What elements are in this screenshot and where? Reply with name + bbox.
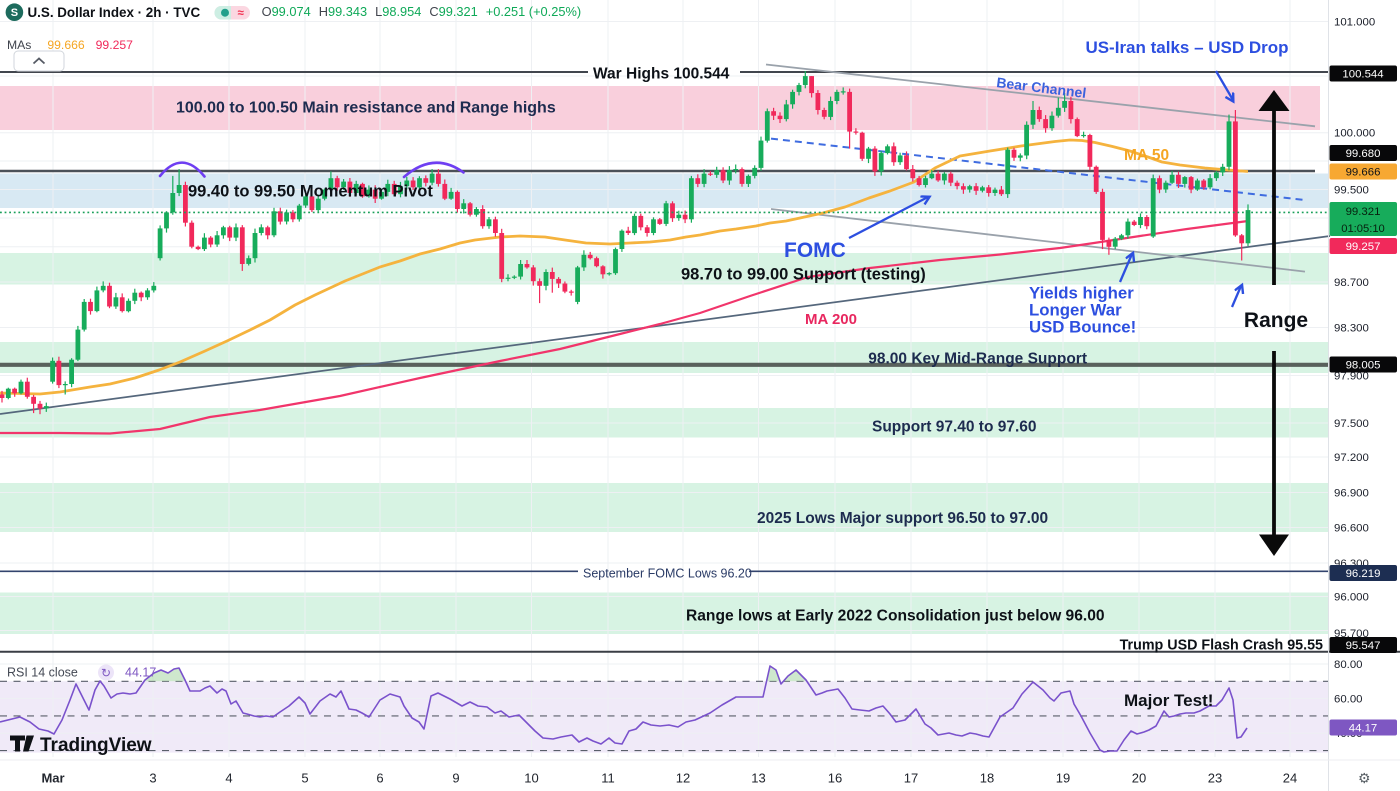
svg-text:2025 Lows Major support 96.50: 2025 Lows Major support 96.50 to 97.00 xyxy=(757,510,1048,527)
svg-text:97.900: 97.900 xyxy=(1334,371,1369,383)
svg-text:RSI 14 close: RSI 14 close xyxy=(7,666,78,680)
svg-text:100.000: 100.000 xyxy=(1334,128,1375,140)
svg-text:23: 23 xyxy=(1208,771,1222,786)
svg-text:60.00: 60.00 xyxy=(1334,694,1363,706)
svg-text:16: 16 xyxy=(828,771,842,786)
svg-text:≈: ≈ xyxy=(238,8,245,20)
svg-text:5: 5 xyxy=(301,771,308,786)
svg-text:War Highs 100.544: War Highs 100.544 xyxy=(593,66,730,83)
svg-text:99.666: 99.666 xyxy=(1346,167,1381,179)
svg-text:19: 19 xyxy=(1056,771,1070,786)
svg-text:97.200: 97.200 xyxy=(1334,452,1369,464)
svg-text:100.00 to 100.50 Main resistan: 100.00 to 100.50 Main resistance and Ran… xyxy=(176,100,556,117)
svg-text:99.680: 99.680 xyxy=(1346,148,1381,160)
svg-text:99.500: 99.500 xyxy=(1334,185,1369,197)
svg-text:MA 50: MA 50 xyxy=(1124,147,1169,164)
svg-text:3: 3 xyxy=(149,771,156,786)
svg-text:01:05:10: 01:05:10 xyxy=(1341,223,1385,235)
svg-text:TradingView: TradingView xyxy=(40,735,152,756)
svg-text:98.005: 98.005 xyxy=(1346,360,1381,372)
svg-text:99.321: 99.321 xyxy=(1346,206,1381,218)
svg-text:96.900: 96.900 xyxy=(1334,488,1369,500)
svg-text:9: 9 xyxy=(452,771,459,786)
svg-text:98.300: 98.300 xyxy=(1334,323,1369,335)
svg-text:20: 20 xyxy=(1132,771,1146,786)
svg-text:96.219: 96.219 xyxy=(1346,568,1381,580)
svg-text:44.17: 44.17 xyxy=(1349,723,1378,735)
svg-text:99.40 to 99.50 Momentum Pivot: 99.40 to 99.50 Momentum Pivot xyxy=(188,183,433,201)
svg-text:US-Iran talks – USD Drop: US-Iran talks – USD Drop xyxy=(1085,38,1288,57)
svg-text:13: 13 xyxy=(751,771,765,786)
svg-text:96.000: 96.000 xyxy=(1334,592,1369,604)
svg-text:6: 6 xyxy=(376,771,383,786)
svg-text:97.500: 97.500 xyxy=(1334,418,1369,430)
svg-text:101.000: 101.000 xyxy=(1334,17,1375,29)
svg-text:98.00 Key Mid-Range Support: 98.00 Key Mid-Range Support xyxy=(868,351,1087,368)
svg-text:99.257: 99.257 xyxy=(1346,241,1381,253)
svg-text:Range: Range xyxy=(1244,309,1308,332)
svg-text:Mar: Mar xyxy=(41,771,64,786)
svg-text:S: S xyxy=(11,7,18,19)
svg-text:Support 97.40 to 97.60: Support 97.40 to 97.60 xyxy=(872,419,1037,436)
svg-text:18: 18 xyxy=(980,771,994,786)
svg-text:Trump USD Flash Crash 95.55: Trump USD Flash Crash 95.55 xyxy=(1120,638,1323,654)
svg-text:4: 4 xyxy=(225,771,232,786)
svg-text:95.547: 95.547 xyxy=(1346,640,1381,652)
svg-text:80.00: 80.00 xyxy=(1334,659,1363,671)
svg-text:Major Test!: Major Test! xyxy=(1124,691,1213,710)
svg-text:24: 24 xyxy=(1283,771,1297,786)
svg-text:100.544: 100.544 xyxy=(1342,69,1383,81)
svg-text:↻: ↻ xyxy=(101,666,111,680)
svg-text:MA 200: MA 200 xyxy=(805,311,857,328)
svg-text:FOMC: FOMC xyxy=(784,239,846,262)
svg-text:12: 12 xyxy=(676,771,690,786)
svg-text:Range lows at Early 2022 Conso: Range lows at Early 2022 Consolidation j… xyxy=(686,608,1105,625)
svg-text:98.70 to 99.00 Support (testin: 98.70 to 99.00 Support (testing) xyxy=(681,266,926,284)
svg-text:44.17: 44.17 xyxy=(125,666,156,680)
svg-text:⚙: ⚙ xyxy=(1358,770,1371,786)
svg-text:98.700: 98.700 xyxy=(1334,277,1369,289)
svg-text:11: 11 xyxy=(601,771,615,786)
svg-text:10: 10 xyxy=(524,771,538,786)
svg-text:Longer War: Longer War xyxy=(1029,301,1122,320)
svg-text:September FOMC Lows 96.20: September FOMC Lows 96.20 xyxy=(583,567,752,581)
svg-text:96.600: 96.600 xyxy=(1334,523,1369,535)
svg-text:Yields higher: Yields higher xyxy=(1029,284,1134,303)
svg-text:17: 17 xyxy=(904,771,918,786)
svg-text:U.S. Dollar Index · 2h · TVC: U.S. Dollar Index · 2h · TVC xyxy=(28,5,201,20)
svg-text:USD Bounce!: USD Bounce! xyxy=(1029,318,1136,337)
